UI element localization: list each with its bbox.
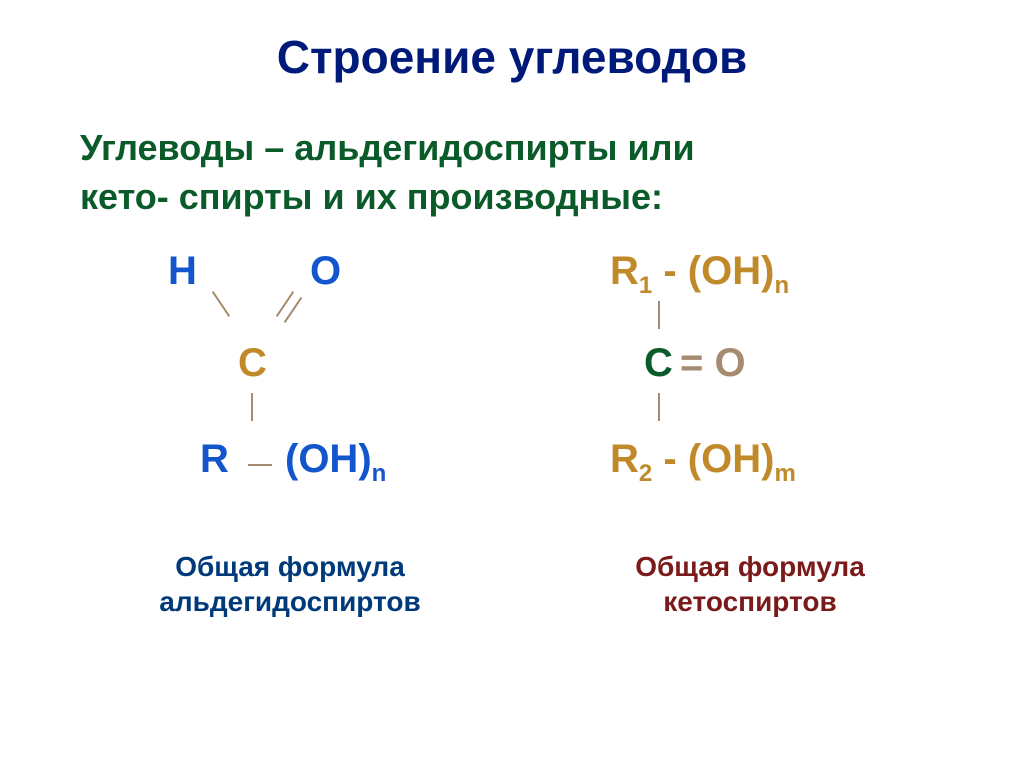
ketone-O: O: [714, 341, 745, 385]
aldehyde-C: C: [238, 341, 267, 386]
ketone-eq: =: [680, 341, 714, 385]
aldehyde-OH-text: (OH): [285, 437, 372, 481]
subtitle-line2: кето- спирты и их производные:: [80, 176, 663, 217]
aldehyde-OHn: (OH)n: [285, 437, 386, 488]
subtitle-line1: Углеводы – альдегидоспирты или: [80, 127, 695, 168]
ketone-OHm: (OH): [688, 437, 775, 481]
aldehyde-bond-HC: [212, 291, 230, 317]
aldehyde-bond-CR: [251, 393, 253, 421]
ketone-row3: R2 - (OH)m: [610, 437, 796, 488]
formulas-row: H O C R (OH)n R1 - (OH)n: [120, 249, 964, 509]
aldehyde-O: O: [310, 249, 341, 294]
caption1-line1: Общая формула: [175, 551, 405, 582]
aldehyde-n: n: [372, 460, 387, 487]
ketone-formula: R1 - (OH)n C = O R2 - (OH)m: [600, 249, 960, 509]
captions-row: Общая формула альдегидоспиртов Общая фор…: [140, 549, 964, 619]
ketone-n: n: [774, 272, 789, 299]
ketone-eqO: = O: [680, 341, 746, 386]
ketone-bond-bottom: [658, 393, 660, 421]
ketone-dash2: -: [652, 437, 688, 481]
slide-title: Строение углеводов: [60, 30, 964, 84]
aldehyde-R: R: [200, 437, 229, 482]
caption-ketone: Общая формула кетоспиртов: [600, 549, 900, 619]
ketone-sub1: 1: [639, 272, 652, 299]
slide: Строение углеводов Углеводы – альдегидос…: [0, 0, 1024, 768]
caption2-line1: Общая формула: [635, 551, 865, 582]
aldehyde-dash: [248, 464, 272, 466]
ketone-R1: R: [610, 249, 639, 293]
ketone-sub2: 2: [639, 460, 652, 487]
slide-subtitle: Углеводы – альдегидоспирты или кето- спи…: [80, 124, 964, 221]
ketone-bond-top: [658, 301, 660, 329]
ketone-C: C: [644, 341, 673, 386]
ketone-dash1: -: [652, 249, 688, 293]
caption1-line2: альдегидоспиртов: [159, 586, 420, 617]
aldehyde-formula: H O C R (OH)n: [120, 249, 480, 509]
ketone-m: m: [774, 460, 795, 487]
caption-aldehyde: Общая формула альдегидоспиртов: [140, 549, 440, 619]
aldehyde-H: H: [168, 249, 197, 294]
ketone-row1: R1 - (OH)n: [610, 249, 789, 300]
ketone-R2: R: [610, 437, 639, 481]
ketone-OHn: (OH): [688, 249, 775, 293]
caption2-line2: кетоспиртов: [663, 586, 836, 617]
